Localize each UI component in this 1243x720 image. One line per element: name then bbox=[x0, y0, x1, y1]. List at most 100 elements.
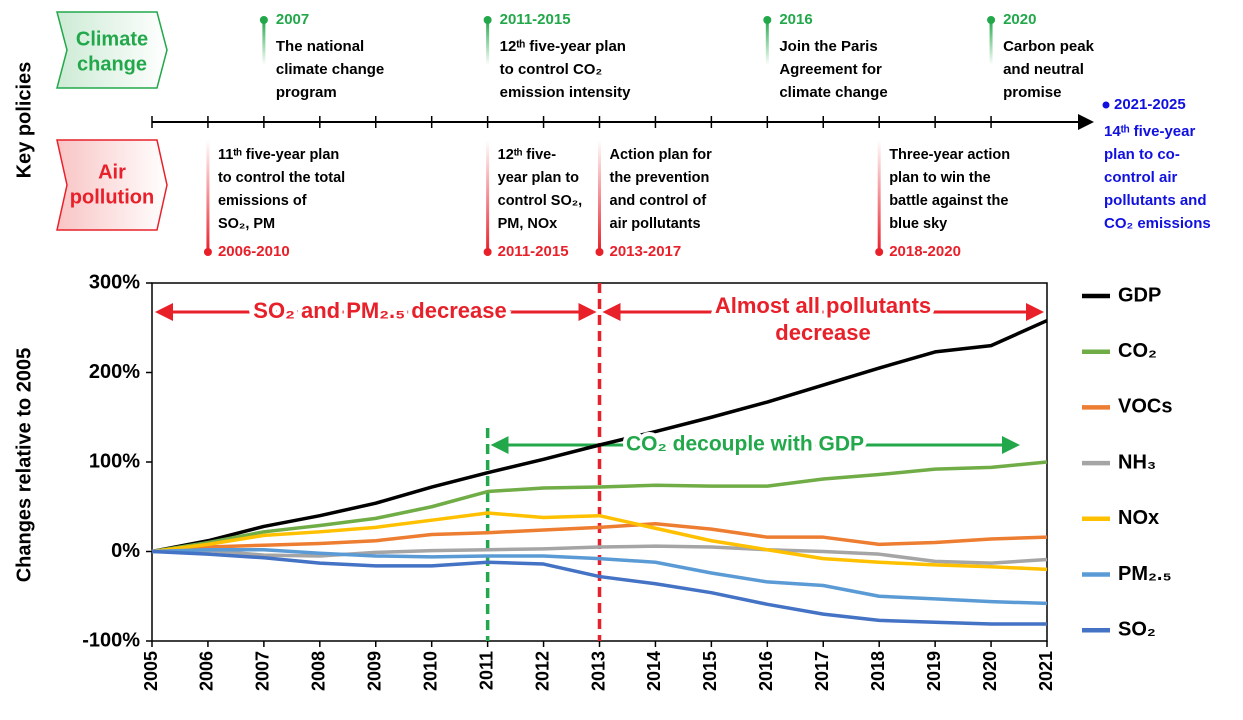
y-axis-label: Changes relative to 2005 bbox=[13, 348, 35, 583]
legend-label: NOx bbox=[1118, 507, 1159, 529]
climate-dot bbox=[763, 16, 772, 24]
air-year: 2011-2015 bbox=[498, 243, 569, 260]
climate-policy: The national bbox=[276, 38, 364, 55]
x-tick-label: 2007 bbox=[253, 651, 273, 691]
air-policy: Action plan for bbox=[610, 147, 713, 163]
climate-policy: climate change bbox=[276, 61, 384, 78]
climate-policy: Carbon peak bbox=[1003, 38, 1095, 55]
air-stem bbox=[486, 140, 490, 252]
future-policy: CO₂ emissions bbox=[1104, 215, 1211, 232]
x-tick-label: 2015 bbox=[700, 651, 720, 691]
y-tick-label: 0% bbox=[111, 540, 140, 562]
legend-label: PM₂.₅ bbox=[1118, 563, 1172, 585]
air-policy: and control of bbox=[610, 193, 707, 209]
air-year: 2013-2017 bbox=[610, 243, 682, 260]
climate-year: 2011-2015 bbox=[500, 11, 571, 28]
annotation: decrease bbox=[775, 320, 870, 345]
climate-dot bbox=[259, 16, 268, 24]
climate-dot bbox=[987, 16, 996, 24]
climate-stem bbox=[262, 20, 266, 65]
series-line bbox=[151, 547, 1048, 606]
x-tick-label: 2006 bbox=[197, 651, 217, 691]
annotation: SO₂ and PM₂.₅ decrease bbox=[253, 298, 506, 323]
legend-label: VOCs bbox=[1118, 396, 1172, 418]
climate-label: Climate bbox=[76, 28, 148, 50]
y-tick-label: 300% bbox=[89, 271, 140, 293]
future-policy: 14ᵗʰ five-year bbox=[1104, 123, 1195, 140]
y-tick-label: 100% bbox=[89, 450, 140, 472]
climate-policy: Agreement for bbox=[779, 61, 882, 78]
air-policy: blue sky bbox=[889, 216, 947, 232]
series-line bbox=[151, 549, 1047, 626]
future-policy: plan to co- bbox=[1104, 146, 1180, 163]
climate-policy: emission intensity bbox=[500, 84, 632, 101]
climate-policy: 12ᵗʰ five-year plan bbox=[500, 38, 626, 55]
series-line bbox=[151, 460, 1048, 554]
climate-year: 2007 bbox=[276, 11, 309, 28]
y-tick-label: -100% bbox=[82, 629, 140, 651]
climate-label: change bbox=[77, 53, 147, 75]
x-tick-label: 2018 bbox=[868, 651, 888, 691]
air-stem bbox=[598, 140, 601, 252]
x-tick-label: 2020 bbox=[980, 651, 1000, 691]
climate-year: 2020 bbox=[1003, 11, 1036, 28]
x-tick-label: 2019 bbox=[924, 651, 944, 691]
air-policy: air pollutants bbox=[610, 216, 701, 232]
climate-stem bbox=[765, 20, 769, 65]
y-tick-label: 200% bbox=[89, 361, 140, 383]
climate-policy: climate change bbox=[779, 84, 887, 101]
x-tick-label: 2013 bbox=[588, 651, 608, 691]
air-policy: 11ᵗʰ five-year plan bbox=[218, 147, 339, 163]
x-tick-label: 2011 bbox=[476, 651, 496, 690]
air-dot bbox=[483, 248, 492, 256]
air-policy: SO₂, PM bbox=[218, 216, 275, 232]
climate-policy: promise bbox=[1003, 84, 1061, 101]
climate-policy: and neutral bbox=[1003, 61, 1084, 78]
legend-label: SO₂ bbox=[1118, 618, 1156, 640]
x-tick-label: 2021 bbox=[1036, 651, 1056, 691]
air-label: pollution bbox=[70, 186, 154, 208]
climate-policy: to control CO₂ bbox=[500, 61, 603, 78]
air-dot bbox=[875, 248, 884, 256]
x-tick-label: 2008 bbox=[309, 651, 329, 691]
x-tick-label: 2012 bbox=[532, 651, 552, 691]
air-dot bbox=[203, 248, 212, 256]
air-stem bbox=[877, 140, 881, 252]
climate-stem bbox=[486, 20, 490, 65]
x-tick-label: 2005 bbox=[141, 651, 161, 691]
climate-policy: Join the Paris bbox=[779, 38, 877, 55]
future-policy: control air bbox=[1104, 169, 1178, 186]
future-policy: pollutants and bbox=[1104, 192, 1207, 209]
annotation: Almost all pollutants bbox=[715, 293, 931, 318]
climate-policy: program bbox=[276, 84, 337, 101]
air-policy: the prevention bbox=[610, 170, 710, 186]
air-label: Air bbox=[98, 161, 126, 183]
air-dot bbox=[595, 248, 604, 256]
x-tick-label: 2016 bbox=[756, 651, 776, 691]
air-policy: to control the total bbox=[218, 170, 345, 186]
climate-year: 2016 bbox=[779, 11, 812, 28]
air-year: 2018-2020 bbox=[889, 243, 961, 260]
x-tick-label: 2010 bbox=[420, 651, 440, 691]
air-stem bbox=[206, 140, 210, 252]
air-policy: year plan to bbox=[498, 170, 580, 186]
air-policy: plan to win the bbox=[889, 170, 991, 186]
legend-label: CO₂ bbox=[1118, 340, 1157, 362]
climate-stem bbox=[989, 20, 993, 65]
x-tick-label: 2009 bbox=[365, 651, 385, 691]
x-tick-label: 2017 bbox=[812, 651, 832, 691]
future-dot bbox=[1102, 101, 1110, 109]
air-policy: battle against the bbox=[889, 193, 1008, 209]
x-tick-label: 2014 bbox=[644, 651, 664, 691]
series-line bbox=[151, 522, 1048, 554]
air-policy: 12ᵗʰ five- bbox=[498, 147, 557, 163]
annotation: CO₂ decouple with GDP bbox=[626, 433, 864, 456]
climate-dot bbox=[483, 16, 492, 24]
legend-label: GDP bbox=[1118, 284, 1161, 306]
series-line bbox=[151, 318, 1048, 554]
air-box bbox=[56, 139, 168, 231]
timeline-title: Key policies bbox=[13, 62, 35, 179]
air-policy: emissions of bbox=[218, 193, 307, 209]
climate-box bbox=[56, 11, 168, 89]
